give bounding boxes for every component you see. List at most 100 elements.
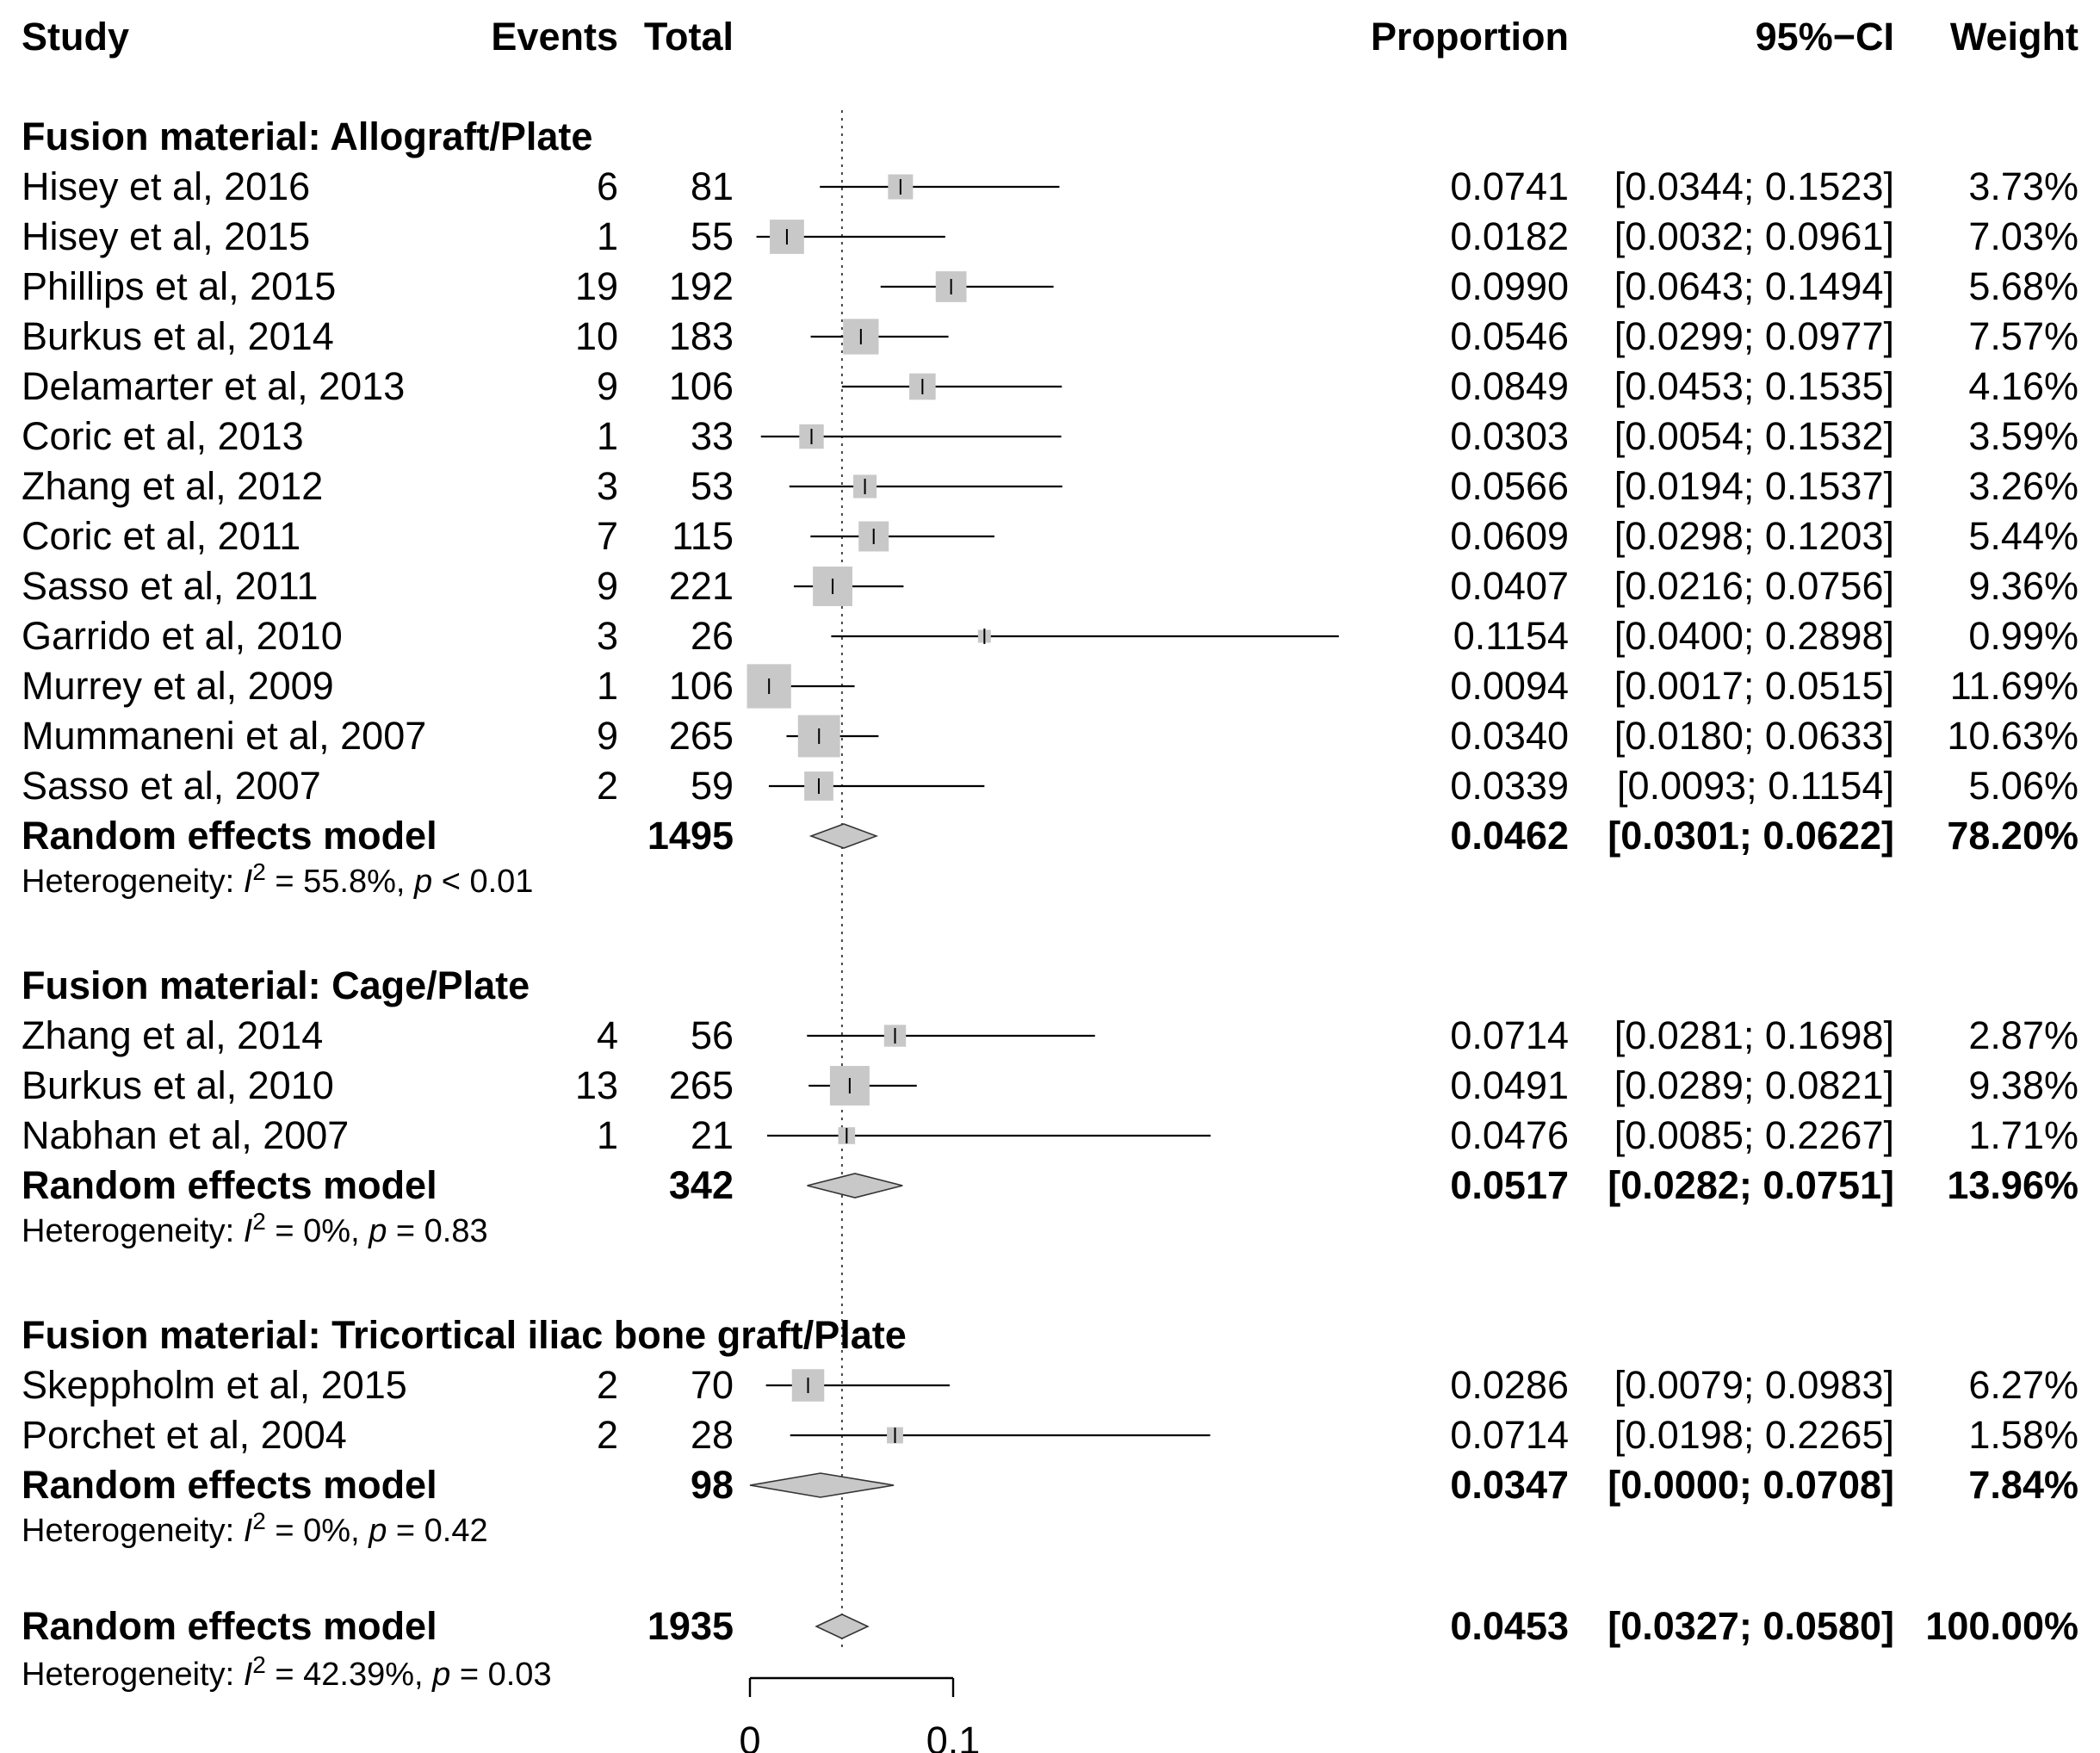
heterogeneity-text: Heterogeneity: I2 = 55.8%, p < 0.01 <box>22 858 533 900</box>
study-weight: 5.06% <box>1968 764 2078 808</box>
study-weight: 9.38% <box>1968 1063 2078 1107</box>
header-events: Events <box>491 15 618 59</box>
model-total: 1495 <box>647 814 734 858</box>
study-proportion: 0.0094 <box>1450 664 1569 708</box>
study-total: 221 <box>669 564 734 608</box>
study-events: 1 <box>597 414 618 458</box>
study-weight: 5.44% <box>1968 514 2078 558</box>
study-events: 9 <box>597 714 618 758</box>
study-ci: [0.0017; 0.0515] <box>1614 664 1894 708</box>
study-total: 106 <box>669 664 734 708</box>
study-ci: [0.0198; 0.2265] <box>1614 1413 1894 1457</box>
study-name: Murrey et al, 2009 <box>22 664 334 708</box>
model-ci: [0.0327; 0.0580] <box>1608 1604 1894 1648</box>
model-total: 342 <box>669 1163 734 1207</box>
study-proportion: 0.1154 <box>1453 614 1569 658</box>
study-total: 115 <box>672 514 734 558</box>
model-proportion: 0.0453 <box>1450 1604 1569 1648</box>
study-events: 10 <box>575 314 618 358</box>
study-proportion: 0.0407 <box>1450 564 1569 608</box>
summary-diamond <box>808 823 879 849</box>
header-total: Total <box>644 15 734 59</box>
study-ci: [0.0281; 0.1698] <box>1614 1013 1894 1057</box>
study-ci: [0.0032; 0.0961] <box>1614 214 1894 258</box>
model-weight: 100.00% <box>1925 1604 2078 1648</box>
study-weight: 3.59% <box>1968 414 2078 458</box>
study-events: 3 <box>597 614 618 658</box>
study-name: Burkus et al, 2014 <box>22 314 334 358</box>
x-tick-label: 0.1 <box>926 1719 981 1753</box>
heterogeneity-text: Heterogeneity: I2 = 0%, p = 0.83 <box>22 1208 488 1249</box>
study-name: Hisey et al, 2015 <box>22 214 310 258</box>
group-label: Fusion material: Cage/Plate <box>22 963 530 1007</box>
model-ci: [0.0282; 0.0751] <box>1608 1163 1894 1207</box>
study-ci: [0.0085; 0.2267] <box>1614 1113 1894 1157</box>
study-proportion: 0.0491 <box>1450 1063 1569 1107</box>
study-name: Garrido et al, 2010 <box>22 614 343 658</box>
study-events: 1 <box>597 214 618 258</box>
study-name: Hisey et al, 2016 <box>22 164 310 208</box>
study-proportion: 0.0741 <box>1450 164 1569 208</box>
header-weight: Weight <box>1950 15 2078 59</box>
study-ci: [0.0289; 0.0821] <box>1614 1063 1894 1107</box>
study-total: 106 <box>669 364 734 408</box>
study-total: 55 <box>691 214 734 258</box>
study-name: Sasso et al, 2007 <box>22 764 321 808</box>
model-weight: 13.96% <box>1947 1163 2078 1207</box>
study-proportion: 0.0609 <box>1450 514 1569 558</box>
study-name: Skeppholm et al, 2015 <box>22 1363 407 1407</box>
study-name: Coric et al, 2013 <box>22 414 304 458</box>
study-proportion: 0.0990 <box>1450 264 1569 308</box>
study-events: 4 <box>597 1013 618 1057</box>
study-name: Burkus et al, 2010 <box>22 1063 334 1107</box>
study-ci: [0.0453; 0.1535] <box>1614 364 1894 408</box>
study-weight: 3.26% <box>1968 464 2078 508</box>
study-events: 9 <box>597 564 618 608</box>
study-total: 28 <box>691 1413 734 1457</box>
study-proportion: 0.0714 <box>1450 1013 1569 1057</box>
summary-diamond <box>815 1614 870 1639</box>
study-ci: [0.0180; 0.0633] <box>1614 714 1894 758</box>
study-weight: 7.57% <box>1968 314 2078 358</box>
study-ci: [0.0054; 0.1532] <box>1614 414 1894 458</box>
study-total: 59 <box>691 764 734 808</box>
model-proportion: 0.0517 <box>1450 1163 1569 1207</box>
study-events: 1 <box>597 1113 618 1157</box>
study-weight: 1.58% <box>1968 1413 2078 1457</box>
study-events: 19 <box>575 264 618 308</box>
study-events: 6 <box>597 164 618 208</box>
model-ci: [0.0301; 0.0622] <box>1608 814 1894 858</box>
study-total: 33 <box>691 414 734 458</box>
study-weight: 1.71% <box>1968 1113 2078 1157</box>
study-ci: [0.0400; 0.2898] <box>1614 614 1894 658</box>
study-weight: 6.27% <box>1968 1363 2078 1407</box>
study-proportion: 0.0303 <box>1450 414 1569 458</box>
heterogeneity-text: Heterogeneity: I2 = 0%, p = 0.42 <box>22 1508 488 1549</box>
study-proportion: 0.0546 <box>1450 314 1569 358</box>
model-label: Random effects model <box>22 814 437 858</box>
study-proportion: 0.0340 <box>1450 714 1569 758</box>
study-events: 2 <box>597 1413 618 1457</box>
study-ci: [0.0216; 0.0756] <box>1614 564 1894 608</box>
study-proportion: 0.0339 <box>1450 764 1569 808</box>
header-proportion: Proportion <box>1371 15 1569 59</box>
model-label: Random effects model <box>22 1163 437 1207</box>
x-tick-label: 0 <box>739 1719 760 1753</box>
study-events: 2 <box>597 764 618 808</box>
study-ci: [0.0194; 0.1537] <box>1614 464 1894 508</box>
study-ci: [0.0344; 0.1523] <box>1614 164 1894 208</box>
study-name: Nabhan et al, 2007 <box>22 1113 349 1157</box>
study-name: Delamarter et al, 2013 <box>22 364 405 408</box>
model-proportion: 0.0347 <box>1450 1463 1569 1507</box>
study-weight: 3.73% <box>1968 164 2078 208</box>
group-label: Fusion material: Allograft/Plate <box>22 115 592 158</box>
header-ci: 95%−CI <box>1756 15 1894 59</box>
study-proportion: 0.0714 <box>1450 1413 1569 1457</box>
study-name: Mummaneni et al, 2007 <box>22 714 426 758</box>
model-label: Random effects model <box>22 1463 437 1507</box>
heterogeneity-text: Heterogeneity: I2 = 42.39%, p = 0.03 <box>22 1651 552 1693</box>
model-weight: 7.84% <box>1968 1463 2078 1507</box>
model-label: Random effects model <box>22 1604 437 1648</box>
summary-diamond <box>749 1472 895 1498</box>
